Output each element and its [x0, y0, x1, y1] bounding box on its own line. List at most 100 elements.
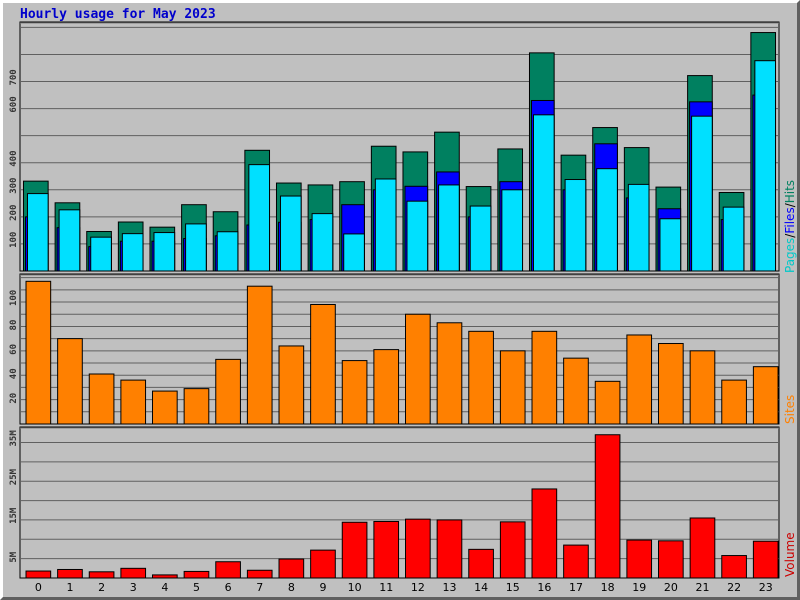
sites-bar: [278, 345, 305, 425]
pages-bar: [564, 179, 587, 272]
volume-bar: [531, 488, 558, 579]
hourly-usage-chart: 100200300400600700204060801005M15M25M35M…: [9, 21, 797, 594]
chart-title: Hourly usage for May 2023: [20, 7, 216, 22]
sites-bar: [405, 313, 431, 425]
sites-bar: [310, 303, 336, 425]
sites-bar: [25, 280, 52, 425]
legend-sites-label: Sites: [783, 395, 797, 424]
sites-bar: [468, 330, 494, 425]
volume-bar: [499, 521, 526, 579]
pages-bar: [627, 183, 650, 272]
hour-label: 13: [442, 581, 456, 594]
hour-label: 20: [664, 581, 678, 594]
pages-panel-y-tick-label: 600: [9, 96, 19, 112]
hour-label: 6: [225, 581, 232, 594]
volume-panel-frame: [19, 426, 780, 579]
pages-panel-y-tick-label: 200: [9, 205, 19, 221]
volume-bar: [658, 540, 684, 579]
hour-label: 11: [379, 581, 393, 594]
pages-bar: [248, 164, 271, 272]
sites-bar: [689, 350, 716, 425]
volume-bar: [341, 521, 368, 579]
sites-bar: [626, 334, 653, 425]
sites-bar: [57, 338, 83, 425]
pages-bar: [26, 193, 49, 272]
volume-bar: [373, 520, 400, 579]
volume-bar: [246, 569, 273, 579]
volume-bar: [183, 570, 210, 579]
volume-bar: [25, 570, 52, 579]
hour-label: 9: [319, 581, 326, 594]
pages-bar: [722, 206, 745, 272]
sites-bar: [215, 358, 241, 425]
pages-bar: [438, 184, 460, 272]
pages-bar: [311, 213, 334, 272]
hour-label: 21: [695, 581, 709, 594]
sites-bar: [721, 379, 747, 425]
hour-label: 4: [161, 581, 168, 594]
volume-bar: [215, 561, 241, 579]
volume-panel-y-tick-label: 15M: [9, 507, 19, 524]
pages-bar: [343, 233, 365, 272]
pages-bar: [279, 195, 302, 272]
sites-bar: [563, 357, 589, 425]
hour-label: 18: [601, 581, 615, 594]
volume-bar: [689, 517, 716, 579]
legend-hits-label: Hits: [783, 180, 797, 203]
legend-slash: /: [783, 202, 797, 207]
hour-label: 10: [348, 581, 362, 594]
pages-bar: [469, 205, 492, 272]
pages-bar: [691, 115, 713, 272]
hour-label: 8: [288, 581, 295, 594]
pages-bar: [501, 189, 524, 272]
sites-bar: [120, 379, 147, 425]
hour-label: 1: [66, 581, 73, 594]
sites-bar: [341, 360, 368, 425]
pages-bar: [185, 223, 207, 272]
hour-label: 15: [506, 581, 520, 594]
hour-label: 23: [759, 581, 773, 594]
sites-bar: [246, 285, 273, 425]
legend-slash: /: [783, 233, 797, 238]
legend-volume-label: Volume: [783, 532, 797, 577]
sites-bar: [436, 322, 463, 425]
sites-panel-y-tick-label: 20: [9, 393, 19, 404]
volume-panel-y-tick-label: 35M: [9, 430, 19, 447]
pages-bar: [121, 233, 144, 272]
sites-bar: [373, 349, 400, 425]
sites-bar: [183, 388, 210, 425]
volume-bar: [468, 548, 494, 579]
pages-panel-y-tick-label: 400: [9, 150, 19, 166]
volume-bar: [563, 544, 589, 579]
hour-label: 16: [537, 581, 551, 594]
volume-bar: [278, 558, 305, 579]
pages-bar: [90, 236, 112, 272]
pages-bar: [374, 178, 397, 272]
hour-label: 5: [193, 581, 200, 594]
pages-bar: [532, 114, 555, 272]
hour-label: 0: [35, 581, 42, 594]
pages-bar: [58, 209, 81, 272]
hour-label: 2: [98, 581, 105, 594]
volume-bar: [721, 555, 747, 579]
hour-label: 19: [632, 581, 646, 594]
volume-bar: [88, 571, 115, 579]
pages-panel-y-tick-label: 300: [9, 178, 19, 194]
sites-bar: [499, 350, 526, 425]
volume-bar: [594, 434, 621, 579]
pages-bar: [596, 168, 618, 272]
sites-bar: [752, 366, 779, 425]
volume-bar: [405, 518, 431, 579]
volume-bar: [436, 519, 463, 579]
volume-panel-y-tick-label: 25M: [9, 468, 19, 485]
sites-panel-frame: [19, 273, 780, 425]
volume-bar: [152, 574, 178, 579]
volume-bar: [626, 539, 653, 579]
volume-bar: [57, 568, 83, 579]
pages-bar: [216, 231, 239, 272]
hour-label: 22: [727, 581, 741, 594]
sites-bar: [594, 380, 621, 425]
pages-bar: [754, 60, 777, 272]
sites-panel-y-tick-label: 80: [9, 320, 19, 331]
